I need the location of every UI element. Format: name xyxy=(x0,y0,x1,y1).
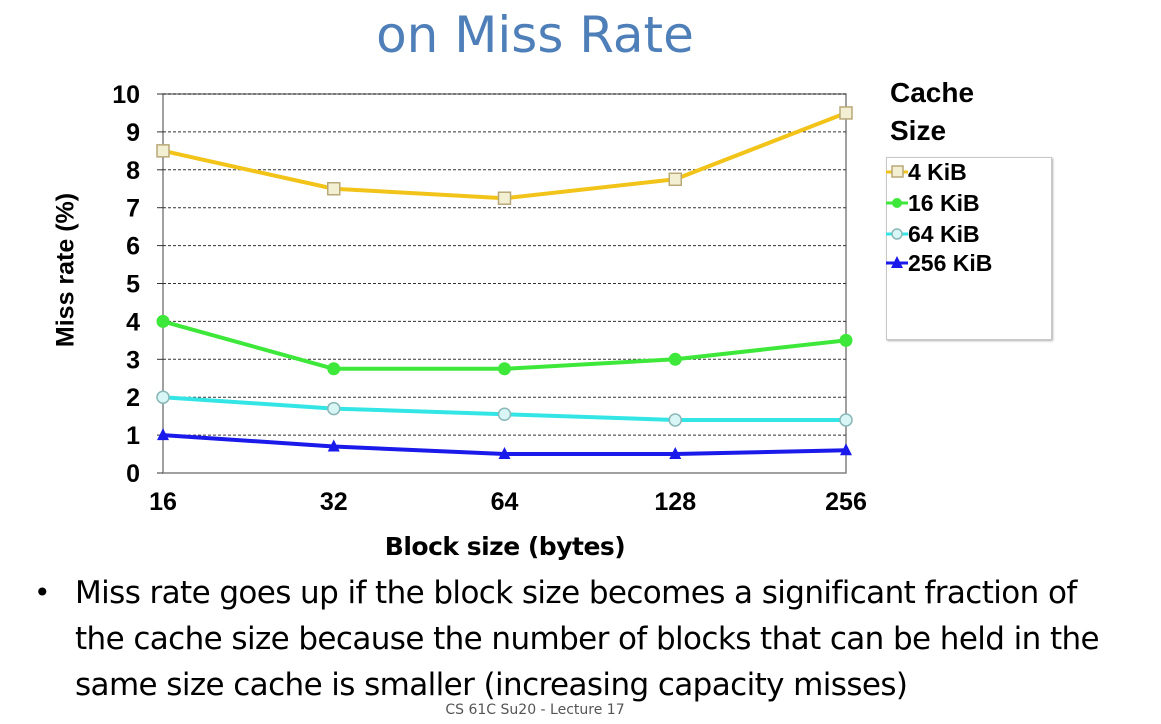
data-point xyxy=(498,362,511,376)
data-point xyxy=(668,352,682,366)
legend-marker-icon xyxy=(886,198,908,208)
x-tick-label: 64 xyxy=(491,488,519,516)
data-point xyxy=(668,172,682,187)
legend-item: 16 KiB xyxy=(886,189,980,217)
y-axis-label: Miss rate (%) xyxy=(51,192,80,348)
data-point xyxy=(840,443,852,456)
legend-label: 256 KiB xyxy=(908,249,993,276)
y-tick-label: 5 xyxy=(126,271,140,299)
data-point xyxy=(156,390,170,404)
legend-item: 64 KiB xyxy=(886,220,980,248)
bullet-text: Miss rate goes up if the block size beco… xyxy=(75,575,1100,703)
data-point xyxy=(668,413,682,427)
legend-box xyxy=(886,157,1052,340)
x-tick-label: 32 xyxy=(320,488,348,516)
legend-item: 4 KiB xyxy=(886,158,967,186)
legend-marker-icon xyxy=(886,256,908,268)
legend-title: Cache Size xyxy=(890,77,975,146)
y-tick-label: 3 xyxy=(126,346,140,374)
slide-footer: CS 61C Su20 - Lecture 17 xyxy=(445,702,625,718)
x-tick-label: 16 xyxy=(149,488,177,516)
data-point xyxy=(327,401,341,416)
data-point xyxy=(839,106,853,120)
data-point xyxy=(327,362,341,376)
data-point xyxy=(669,447,682,460)
data-point xyxy=(157,428,169,441)
legend-label: 4 KiB xyxy=(908,158,967,185)
bullet-dot-icon: • xyxy=(34,576,51,609)
y-tick-label: 8 xyxy=(126,157,140,185)
y-tick-label: 10 xyxy=(112,81,140,109)
y-tick-label: 0 xyxy=(126,460,140,488)
data-point xyxy=(839,413,853,427)
bullet-list: • Miss rate goes up if the block size be… xyxy=(30,570,1130,708)
legend-label: 64 KiB xyxy=(908,220,980,247)
x-tick-label: 128 xyxy=(654,488,696,516)
data-point xyxy=(497,191,512,205)
legend-item: 256 KiB xyxy=(886,249,992,277)
x-tick-label: 256 xyxy=(825,488,867,516)
data-point xyxy=(327,182,341,196)
y-tick-label: 6 xyxy=(126,233,140,261)
bullet-item: • Miss rate goes up if the block size be… xyxy=(30,570,1130,708)
y-tick-label: 9 xyxy=(126,119,140,147)
legend-label: 16 KiB xyxy=(908,189,980,216)
data-point xyxy=(156,314,170,328)
y-tick-label: 4 xyxy=(126,308,140,336)
data-point xyxy=(156,144,170,158)
legend-marker-icon xyxy=(886,165,908,178)
data-point xyxy=(327,439,340,452)
data-point xyxy=(498,447,511,460)
data-point xyxy=(839,333,853,347)
data-point xyxy=(497,407,512,422)
y-tick-label: 2 xyxy=(126,384,140,412)
x-axis-label: Block size (bytes) xyxy=(384,532,626,561)
legend-marker-icon xyxy=(886,228,908,240)
slide-title: on Miss Rate xyxy=(376,6,694,64)
y-tick-label: 1 xyxy=(126,422,140,450)
y-tick-label: 7 xyxy=(126,195,140,223)
